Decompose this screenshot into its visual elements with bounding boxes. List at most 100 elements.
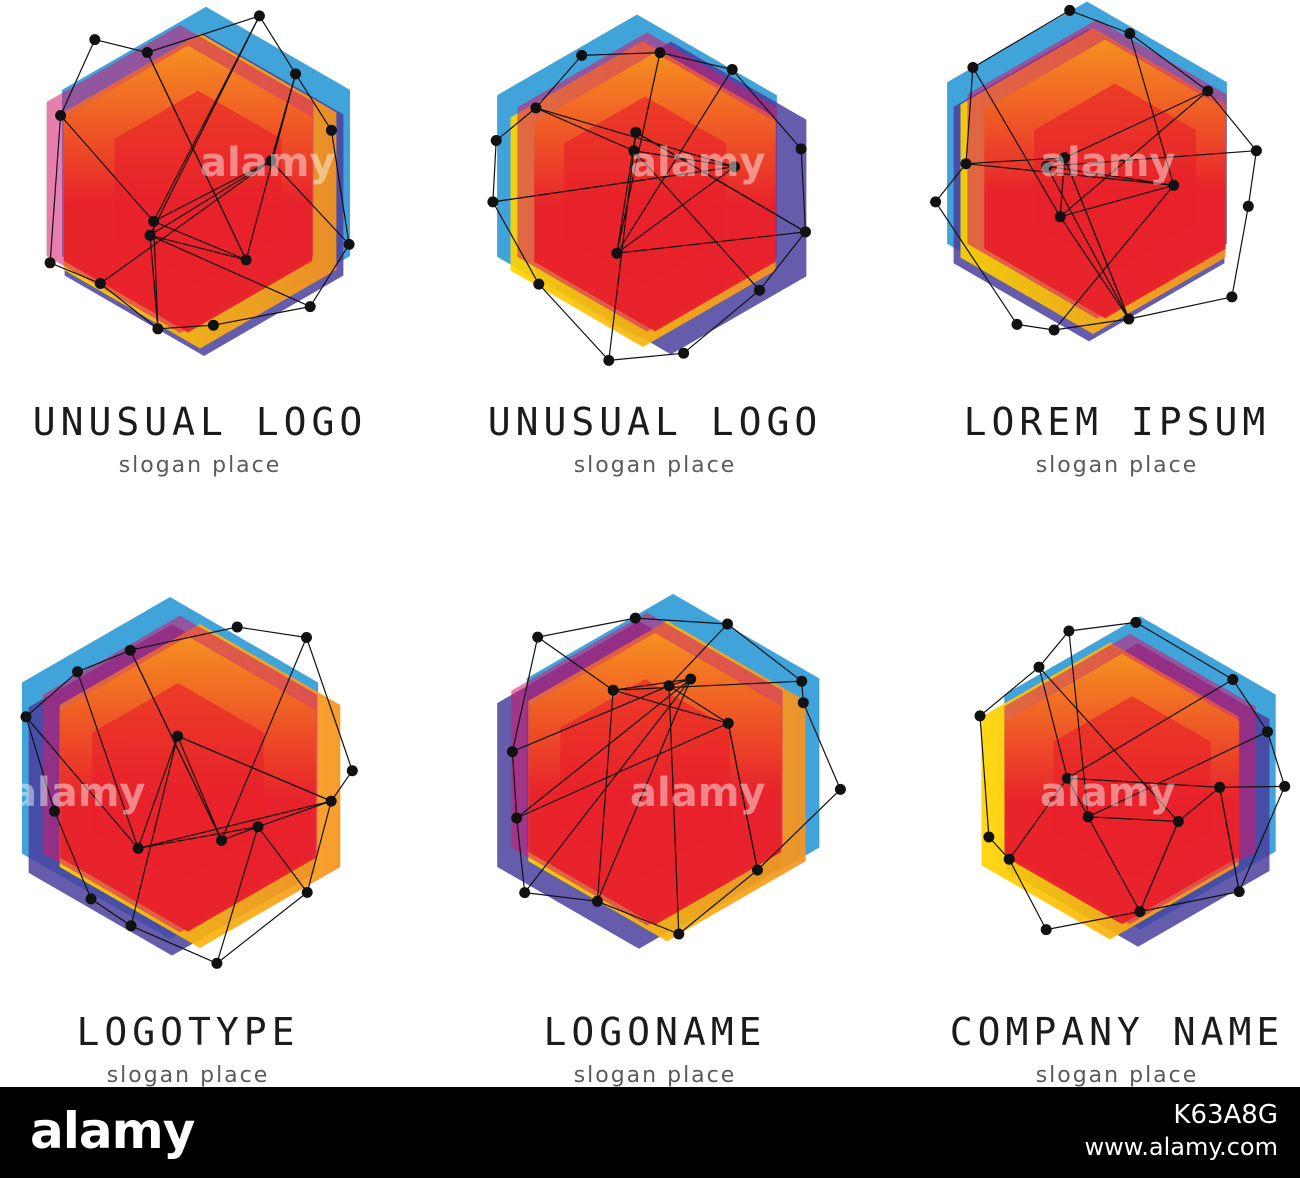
logo-cell-1: UNUSUAL LOGO slogan place xyxy=(0,0,400,500)
network-edge xyxy=(1087,731,1268,818)
network-node xyxy=(663,680,675,692)
network-node xyxy=(240,254,252,266)
network-edge xyxy=(1177,786,1221,822)
network-edge xyxy=(596,690,614,902)
network-node xyxy=(325,795,337,807)
network-node xyxy=(1226,291,1238,303)
network-edge xyxy=(935,201,1018,325)
network-edge xyxy=(1247,150,1257,207)
logo-slogan: slogan place xyxy=(118,453,282,478)
network-node xyxy=(630,126,642,138)
network-node xyxy=(1250,145,1262,157)
network-edge xyxy=(613,680,802,691)
network-node xyxy=(800,226,811,238)
network-node xyxy=(94,278,106,289)
network-edge xyxy=(731,69,802,150)
network-node xyxy=(207,319,219,331)
network-edge xyxy=(49,262,101,285)
network-edge xyxy=(153,221,159,329)
network-edge xyxy=(1063,157,1130,320)
network-edge xyxy=(727,723,759,871)
network-node xyxy=(1168,179,1180,191)
logo-cell-6: COMPANY NAME slogan place xyxy=(917,590,1300,1090)
network-edge xyxy=(535,107,635,152)
network-edge xyxy=(511,636,539,752)
network-edge xyxy=(538,283,610,361)
network-edge xyxy=(1038,666,1068,779)
network-node xyxy=(511,812,523,824)
network-node xyxy=(974,710,986,722)
network-node xyxy=(231,621,243,633)
network-node xyxy=(216,834,227,846)
network-node xyxy=(673,928,685,940)
network-edge xyxy=(220,637,308,841)
network-edge xyxy=(1046,150,1257,167)
network-edge xyxy=(147,15,260,54)
network-node xyxy=(1172,816,1184,827)
network-node xyxy=(1061,772,1073,784)
network-edge xyxy=(309,244,350,307)
network-node xyxy=(44,257,56,269)
network-edge xyxy=(99,160,272,284)
network-edge xyxy=(1054,318,1129,331)
network-edge xyxy=(613,678,691,691)
network-node xyxy=(148,215,160,227)
network-node xyxy=(796,675,808,687)
network-edge xyxy=(659,52,733,71)
network-node xyxy=(172,730,184,742)
network-edge xyxy=(1135,621,1234,681)
network-edge xyxy=(330,130,350,245)
network-node xyxy=(603,354,615,366)
network-edge xyxy=(1139,891,1240,913)
network-node xyxy=(629,612,641,624)
network-edge xyxy=(1129,33,1175,186)
network-node xyxy=(72,666,83,678)
logo-slogan: slogan place xyxy=(106,1063,270,1088)
network-edge xyxy=(979,715,990,838)
network-edge xyxy=(149,235,159,329)
watermark-overlay: alamy xyxy=(1040,770,1176,816)
network-edge xyxy=(1069,9,1131,35)
network-node xyxy=(729,161,740,173)
network-edge xyxy=(512,685,670,753)
network-node xyxy=(628,145,640,157)
network-node xyxy=(1059,152,1070,164)
network-node xyxy=(1040,924,1052,936)
watermark-overlay: alamy xyxy=(10,770,146,816)
network-node xyxy=(1048,324,1060,336)
network-edge xyxy=(60,39,96,116)
network-node xyxy=(519,887,531,899)
network-node xyxy=(797,697,809,709)
network-edge xyxy=(1053,184,1175,331)
watermark-overlay: alamy xyxy=(630,770,766,816)
network-edge xyxy=(1087,816,1141,912)
network-node xyxy=(211,957,223,969)
network-edge xyxy=(76,671,139,849)
hexagon-network-emblem-icon xyxy=(44,6,355,356)
network-node xyxy=(85,893,97,905)
hexagon-shape xyxy=(1053,696,1211,878)
network-edge xyxy=(237,626,307,639)
network-edge xyxy=(25,671,78,718)
network-edge xyxy=(1207,90,1257,152)
network-edge xyxy=(1046,90,1209,167)
network-node xyxy=(1041,160,1053,172)
network-edge xyxy=(137,826,259,849)
network-edge xyxy=(270,160,350,245)
network-node xyxy=(487,196,499,208)
hexagon-network-emblem-icon xyxy=(930,1,1262,342)
network-edge xyxy=(1038,630,1070,668)
network-edge xyxy=(965,163,1174,186)
network-node xyxy=(346,765,358,777)
logo-slogan: slogan place xyxy=(573,1063,737,1088)
watermark-overlay: alamy xyxy=(200,140,336,186)
network-node xyxy=(1063,625,1075,637)
network-edge xyxy=(1008,858,1047,930)
network-node xyxy=(1233,886,1245,898)
network-node xyxy=(1262,726,1273,738)
footer-info: K63A8G www.alamy.com xyxy=(1085,1099,1278,1163)
logo-title: LOREM IPSUM xyxy=(963,400,1271,444)
network-node xyxy=(343,238,355,250)
network-edge xyxy=(1038,666,1179,822)
network-edge xyxy=(1046,165,1174,186)
